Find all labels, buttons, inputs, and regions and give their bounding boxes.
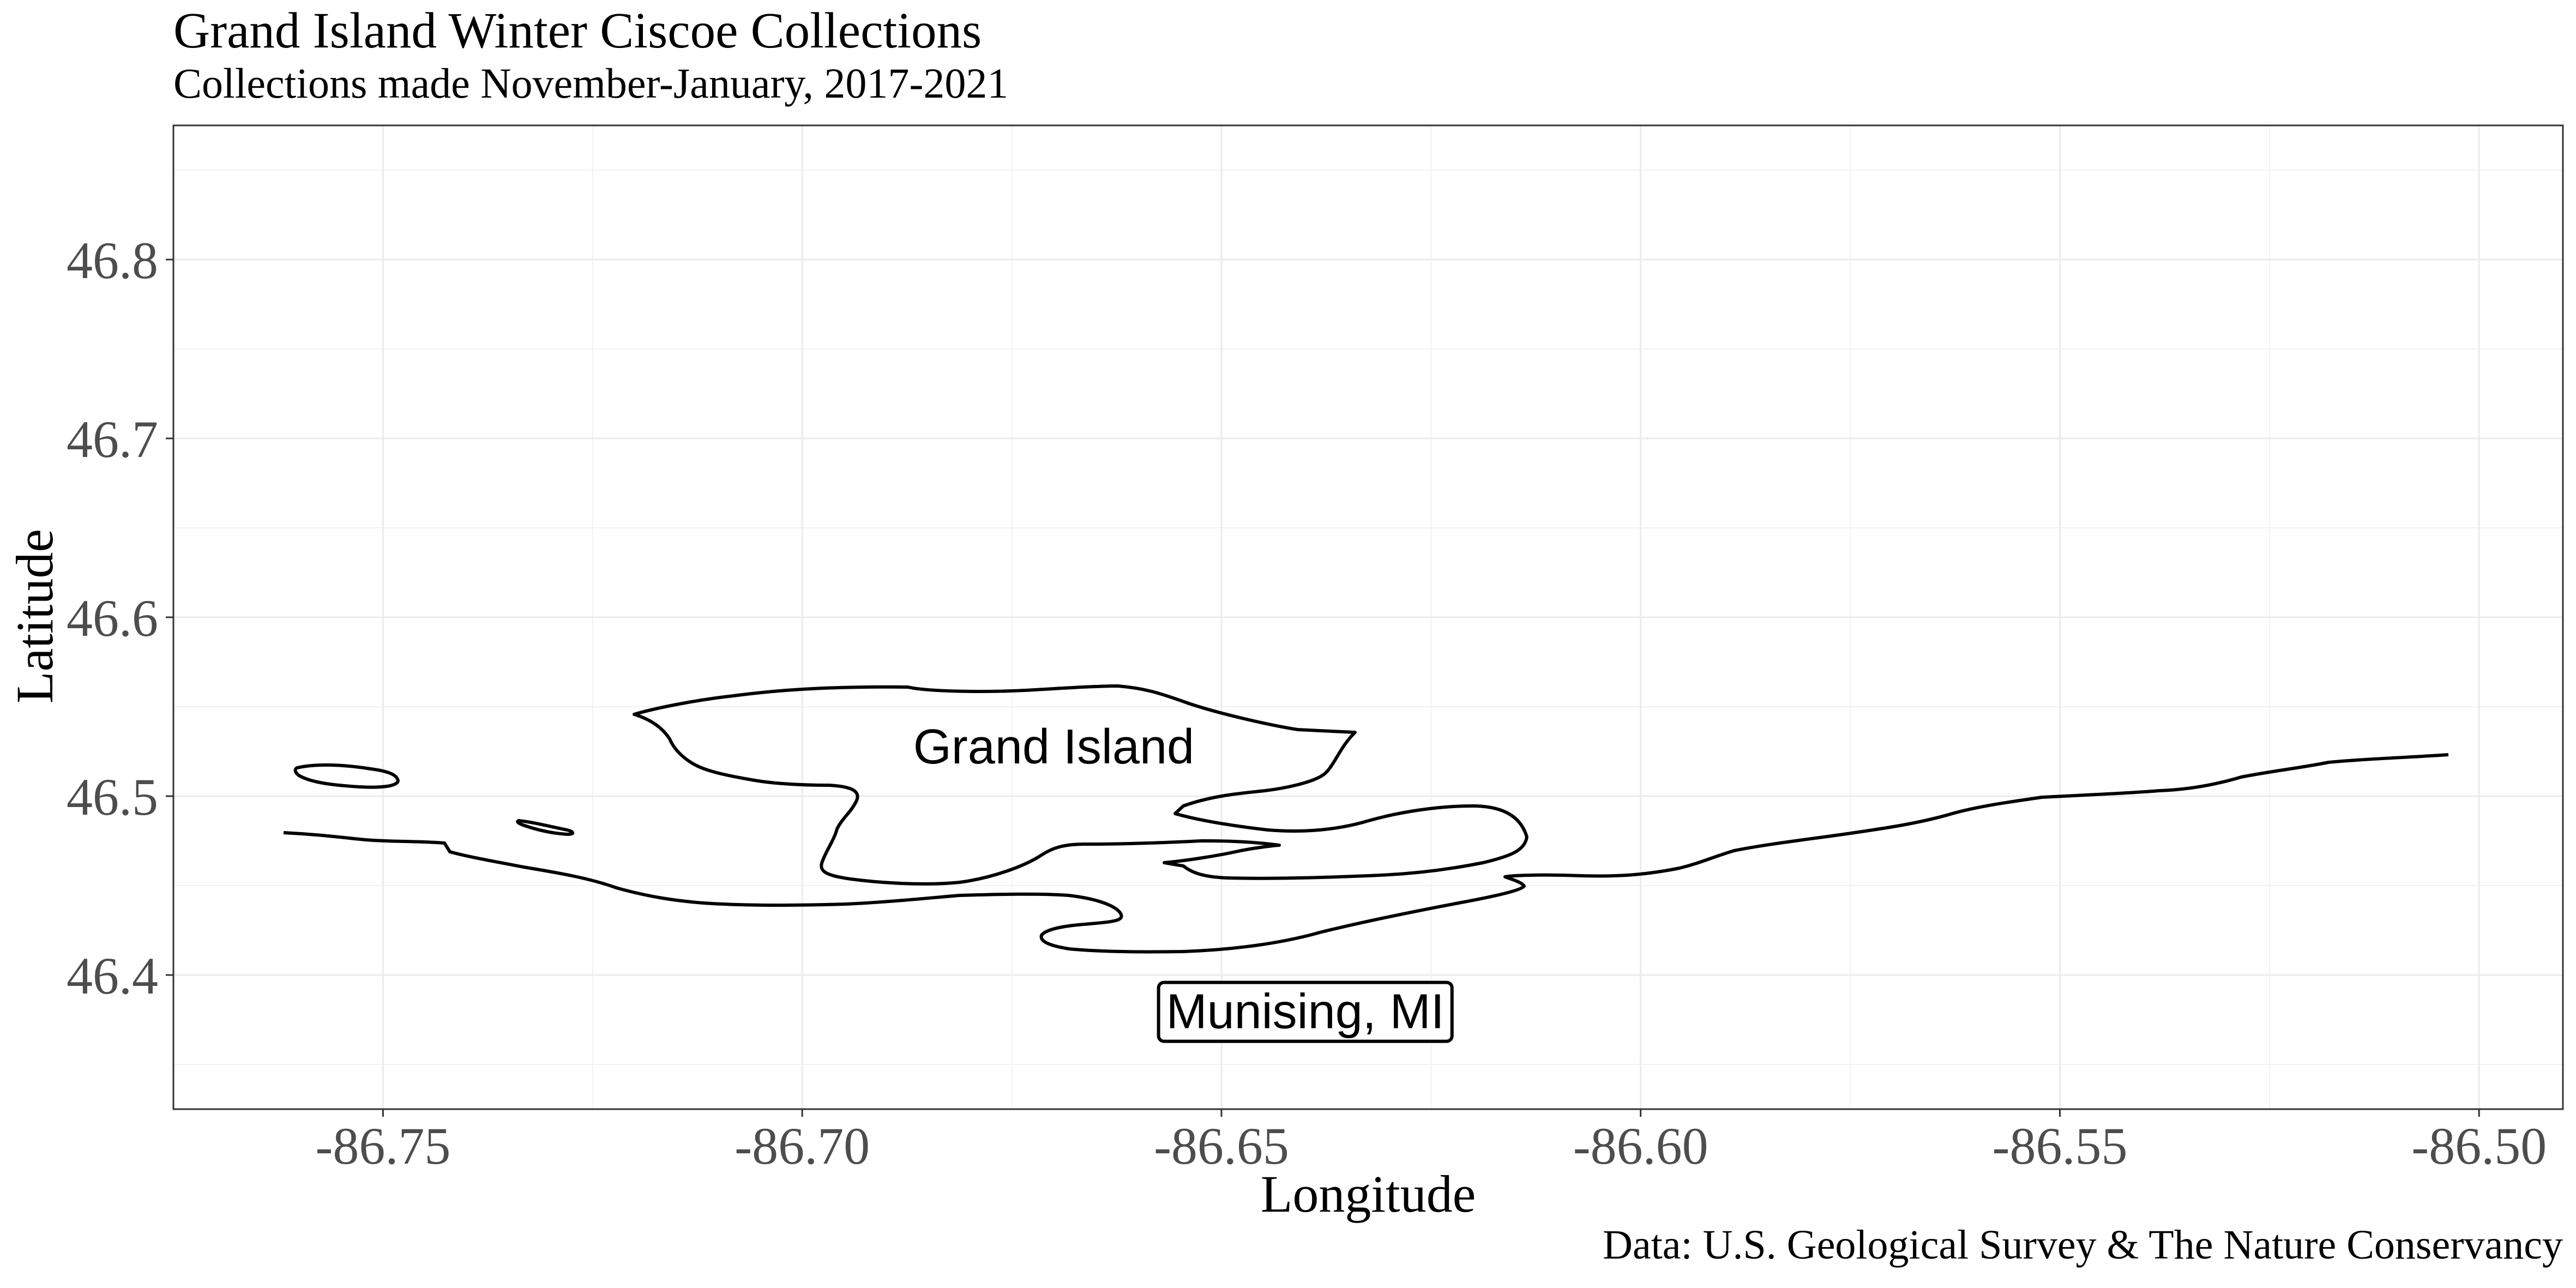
grand-island-outline (633, 684, 1528, 886)
y-axis-title: Latitude (5, 529, 64, 703)
minor-gridlines (173, 125, 2563, 1109)
x-tick-label: -86.60 (1573, 1117, 1708, 1175)
map-subtitle: Collections made November-January, 2017-… (173, 59, 1009, 107)
place-label: Grand Island (913, 720, 1194, 774)
y-tick-label: 46.4 (67, 947, 158, 1005)
small-island-center (516, 819, 575, 836)
place-label-box (1157, 980, 1454, 1043)
y-tick-label: 46.7 (67, 410, 158, 468)
small-island-west (293, 763, 400, 789)
y-tick-label: 46.6 (67, 589, 158, 647)
coastline (283, 684, 2449, 954)
x-axis-title: Longitude (1261, 1165, 1476, 1223)
major-gridlines (173, 125, 2563, 1109)
x-tick-label: -86.75 (315, 1117, 450, 1175)
data-source-caption: Data: U.S. Geological Survey & The Natur… (1603, 1222, 2563, 1268)
y-axis: 46.4 46.5 46.6 46.7 46.8 (67, 231, 173, 1005)
x-axis: -86.75 -86.70 -86.65 -86.60 -86.55 -86.50 (315, 1109, 2547, 1175)
y-tick-label: 46.8 (67, 231, 158, 290)
x-tick-label: -86.55 (1992, 1117, 2127, 1175)
x-tick-label: -86.50 (2411, 1117, 2547, 1175)
place-label-text: Munising, MI (1166, 985, 1445, 1039)
place-labels: Grand Island Munising, MI (913, 720, 1454, 1043)
y-tick-label: 46.5 (67, 768, 158, 826)
x-tick-label: -86.65 (1154, 1117, 1289, 1175)
place-label: Munising, MI (1157, 980, 1454, 1043)
mainland-shoreline (283, 753, 2449, 954)
place-label-text: Grand Island (913, 720, 1194, 774)
x-tick-label: -86.70 (735, 1117, 870, 1175)
map-title: Grand Island Winter Ciscoe Collections (173, 3, 982, 59)
